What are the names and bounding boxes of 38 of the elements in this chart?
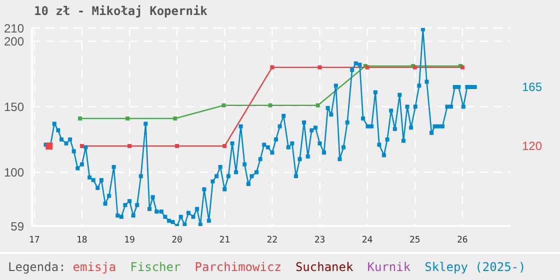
legend-label: Kurnik	[367, 260, 411, 274]
point	[318, 65, 322, 70]
point	[80, 144, 84, 148]
y-tick-label: 210	[4, 21, 24, 36]
chart-title: 10 zł - Mikołaj Kopernik	[34, 4, 208, 18]
text: Fischer	[130, 260, 181, 274]
y-tick-label: 150	[4, 100, 24, 114]
y-tick-label: 59	[10, 219, 24, 234]
legend-title: Legenda:	[8, 260, 66, 274]
point	[270, 65, 274, 70]
point	[173, 116, 178, 120]
x-tick-label: 24	[362, 235, 373, 246]
text: emisja	[72, 260, 116, 274]
y2-tick-label: 165	[522, 80, 542, 94]
x-tick-label: 21	[219, 235, 230, 246]
point	[222, 103, 226, 108]
point	[222, 144, 227, 148]
point	[316, 103, 320, 108]
x-tick-label: 23	[314, 235, 326, 246]
point	[175, 144, 180, 148]
x-tick-label: 18	[76, 235, 88, 246]
x-tick-label: 19	[124, 235, 135, 246]
point	[78, 116, 82, 120]
x-tick-label: 25	[409, 235, 420, 246]
x-tick-label: 20	[172, 235, 182, 246]
text: Sklepy (2025-)	[424, 260, 526, 274]
point	[128, 144, 132, 148]
y-tick-label: 100	[4, 166, 24, 180]
x-tick-label: 17	[28, 235, 40, 246]
legend-label: Suchanek	[295, 260, 354, 274]
y-tick-label: 200	[4, 34, 24, 48]
x-tick-label: 26	[457, 235, 468, 246]
point	[126, 116, 130, 120]
y2-tick-label: 120	[522, 139, 542, 154]
text: Parchimowicz	[194, 260, 282, 274]
x-tick-label: 22	[266, 235, 278, 246]
point	[46, 142, 53, 150]
point	[268, 103, 272, 108]
